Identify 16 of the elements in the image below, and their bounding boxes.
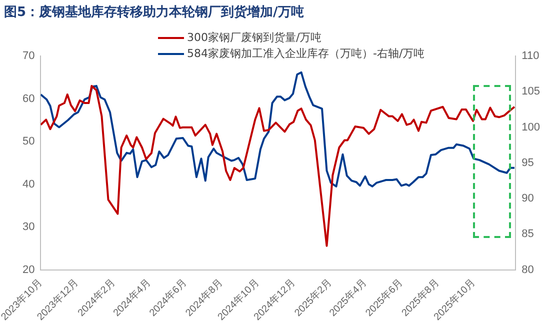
y2-tick-label: 90 xyxy=(522,192,534,205)
y2-tick-label: 100 xyxy=(522,121,540,134)
legend-label: 584家废钢加工准入企业库存（万吨）-右轴/万吨 xyxy=(187,46,425,62)
y2-tick-label: 95 xyxy=(522,156,534,169)
y-tick-label: 20 xyxy=(22,264,35,276)
y-tick-label: 70 xyxy=(22,50,35,62)
y-tick-label: 60 xyxy=(22,92,35,105)
y-tick-label: 30 xyxy=(22,221,35,234)
y-tick-label: 40 xyxy=(22,178,35,190)
y-tick-label: 50 xyxy=(22,136,35,148)
y2-tick-label: 105 xyxy=(522,86,540,98)
y2-tick-label: 80 xyxy=(522,264,534,276)
chart-title: 图5：废钢基地库存转移助力本轮钢厂到货增加/万吨 xyxy=(4,4,304,21)
y2-tick-label: 110 xyxy=(522,50,540,62)
legend-label: 300家钢厂废钢到货量/万吨 xyxy=(187,30,322,46)
y2-tick-label: 85 xyxy=(522,228,534,240)
